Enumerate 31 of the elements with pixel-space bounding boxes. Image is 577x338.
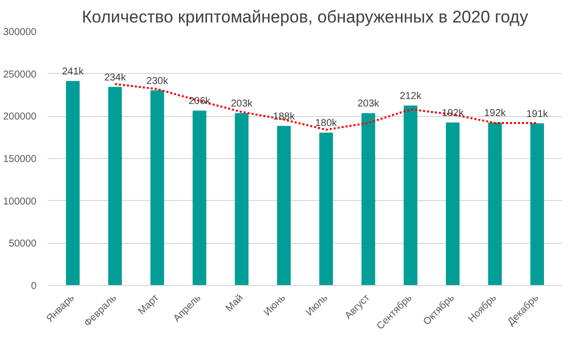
- bar: [277, 126, 291, 286]
- bar: [446, 122, 460, 286]
- y-tick-label: 150000: [3, 154, 37, 165]
- y-tick-label: 300000: [3, 27, 37, 38]
- y-tick-label: 50000: [8, 238, 37, 250]
- data-label: 188k: [273, 111, 296, 122]
- bar: [319, 132, 333, 286]
- chart-title: Количество криптомайнеров, обнаруженных в 2020 году: [82, 8, 529, 26]
- y-tick-label: 200000: [3, 112, 37, 123]
- bar: [66, 80, 80, 286]
- data-label: 192k: [442, 108, 465, 119]
- data-label: 234k: [104, 72, 127, 84]
- data-label: 180k: [315, 118, 338, 130]
- data-label: 191k: [526, 108, 550, 120]
- data-label: 203k: [230, 98, 254, 110]
- bar: [361, 113, 376, 286]
- bar: [234, 113, 249, 286]
- bar: [108, 86, 122, 286]
- data-label: 212k: [400, 91, 422, 102]
- bar: [192, 110, 206, 286]
- y-tick-label: 250000: [3, 69, 37, 80]
- data-label: 203k: [357, 98, 380, 110]
- data-label: 241k: [62, 66, 85, 78]
- y-tick-label: 0: [30, 281, 37, 292]
- bar: [488, 122, 502, 286]
- bar: [404, 106, 418, 286]
- bar: [530, 123, 544, 286]
- y-tick-label: 100000: [3, 196, 37, 208]
- data-label: 192k: [484, 108, 507, 119]
- bar: [150, 90, 164, 286]
- data-label: 230k: [146, 76, 170, 87]
